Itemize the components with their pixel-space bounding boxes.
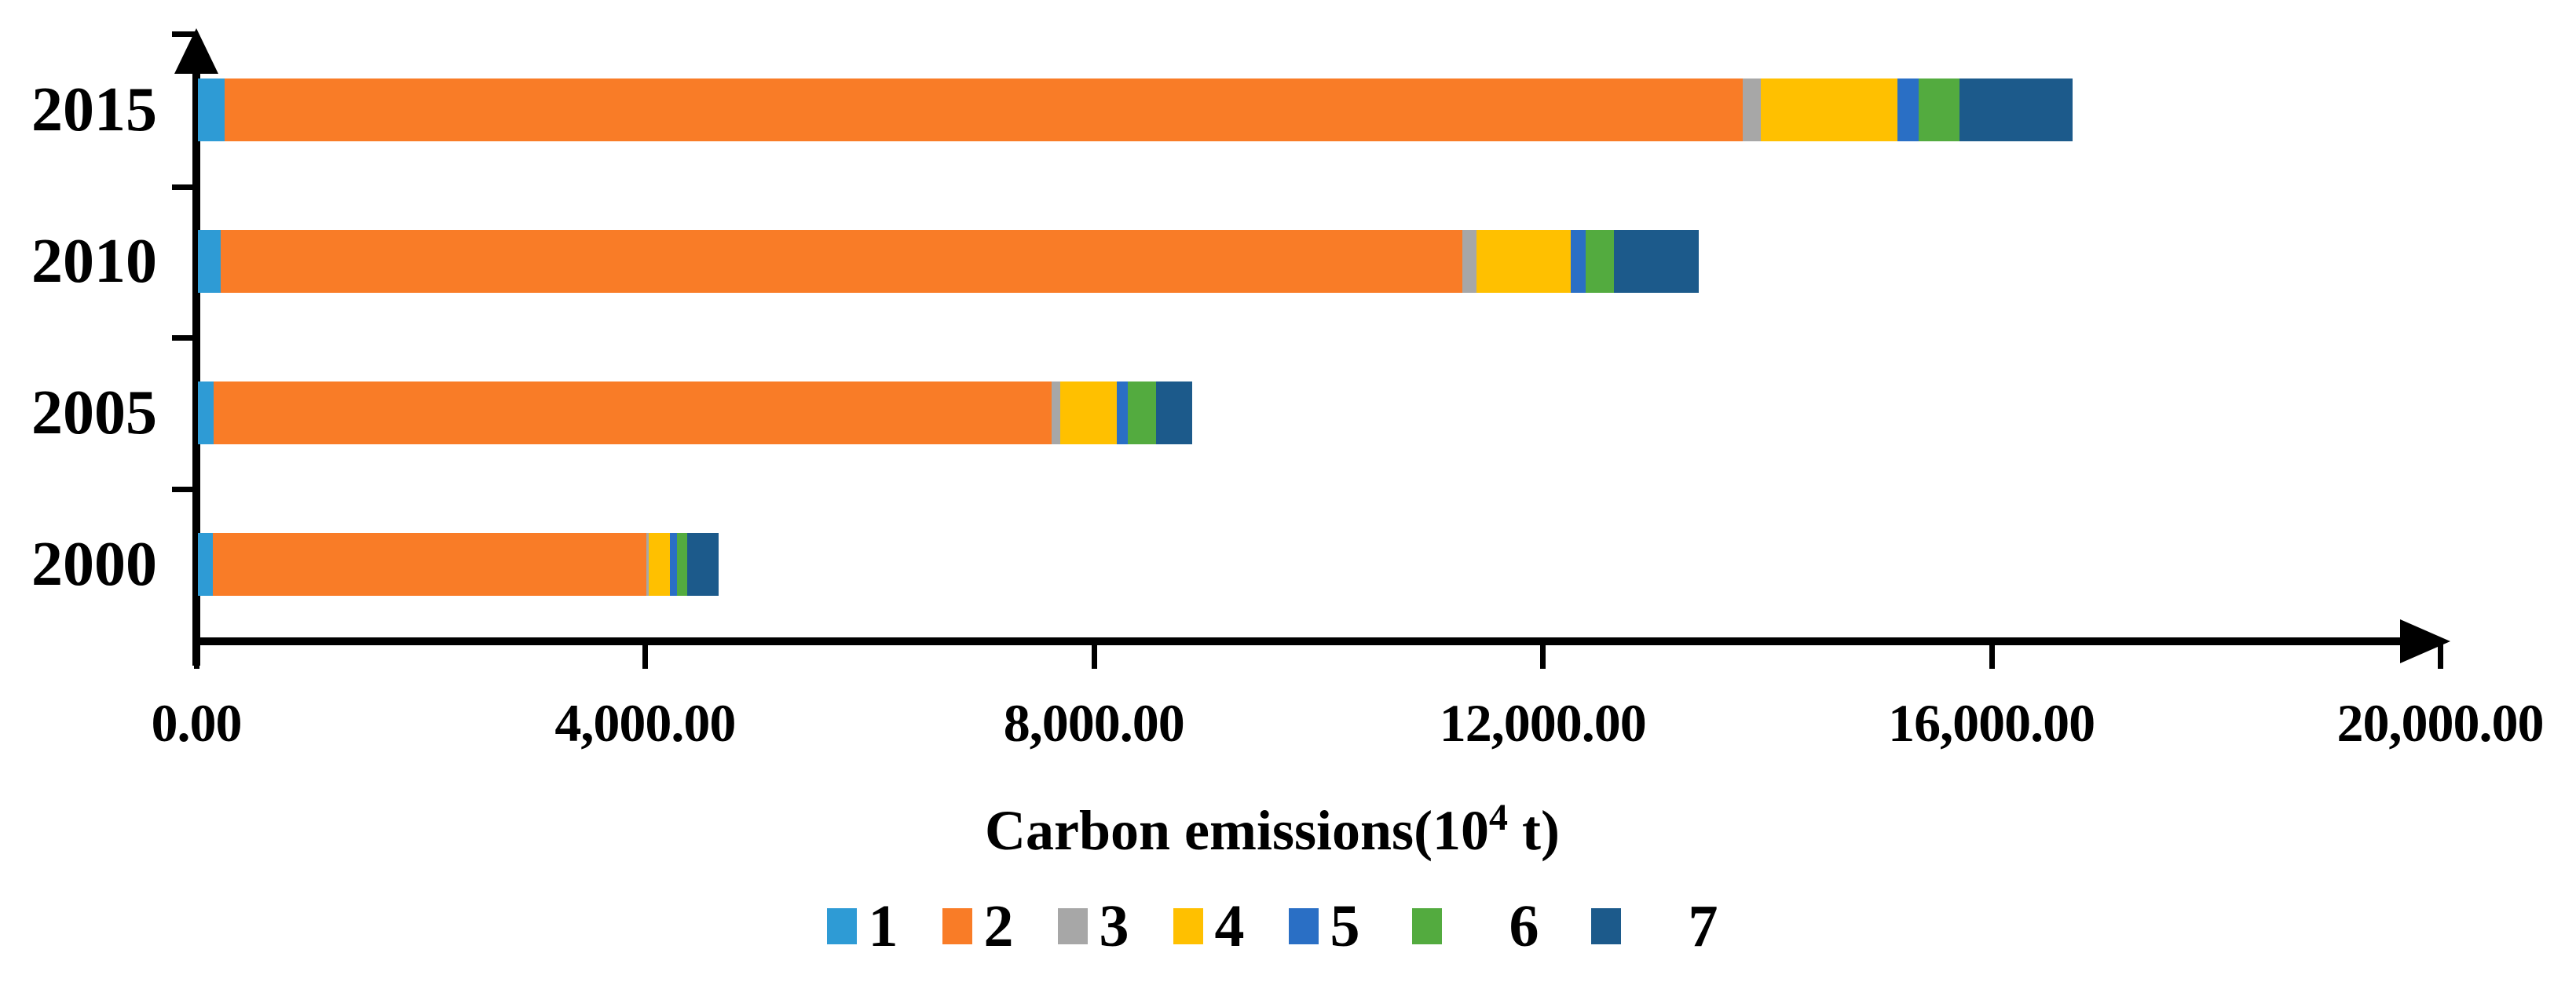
y-axis-tick: [172, 335, 196, 341]
legend-item-1: 1: [826, 893, 898, 959]
bar-segment-series-1-2005: [198, 381, 214, 444]
x-axis-tick: [642, 642, 649, 669]
bar-segment-series-7-2005: [1155, 381, 1192, 444]
legend-swatch-5: [1288, 908, 1319, 944]
bar-row-2005: [198, 381, 1192, 444]
bar-segment-series-4-2000: [649, 533, 671, 596]
y-axis-line: [192, 38, 200, 666]
x-axis-tick-label: 16,000.00: [1888, 693, 2095, 753]
x-axis-tick-label: 8,000.00: [1003, 693, 1185, 753]
bar-row-2010: [198, 230, 1700, 293]
bar-segment-series-3-2010: [1462, 230, 1477, 293]
legend-label-7: 7: [1688, 893, 1718, 959]
bar-segment-series-4-2015: [1760, 78, 1898, 141]
bar-segment-series-2-2010: [220, 230, 1462, 293]
x-axis-title-unit: t): [1508, 799, 1560, 862]
x-axis-tick-label: 12,000.00: [1439, 693, 1647, 753]
legend-label-2: 2: [983, 893, 1014, 959]
bar-segment-series-3-2005: [1052, 381, 1061, 444]
bar-segment-series-4-2010: [1476, 230, 1572, 293]
bar-segment-series-5-2010: [1571, 230, 1586, 293]
legend-label-5: 5: [1330, 893, 1360, 959]
legend-label-6: 6: [1509, 893, 1539, 959]
y-axis-label-2015: 2015: [31, 75, 157, 144]
legend-item-4: 4: [1173, 895, 1245, 958]
legend-label-3: 3: [1099, 893, 1129, 959]
legend-swatch-7: [1590, 908, 1621, 944]
legend-item-5: 5: [1288, 893, 1360, 959]
bar-segment-series-3-2015: [1743, 78, 1761, 141]
bar-row-2015: [198, 78, 2073, 141]
x-axis-title-main: Carbon emissions(10: [984, 799, 1490, 862]
bar-row-2000: [198, 533, 719, 596]
y-axis-label-2005: 2005: [31, 378, 157, 447]
legend-label-4: 4: [1214, 893, 1245, 959]
bar-segment-series-4-2005: [1060, 381, 1117, 444]
y-axis-tick: [172, 31, 196, 37]
bar-segment-series-6-2015: [1919, 78, 1959, 141]
bar-segment-series-6-2010: [1586, 230, 1614, 293]
bar-segment-series-5-2000: [670, 533, 677, 596]
bar-segment-series-7-2000: [686, 533, 719, 596]
y-axis-tick: [172, 487, 196, 492]
legend-swatch-4: [1173, 908, 1203, 944]
x-axis-tick: [1540, 642, 1546, 669]
bar-segment-series-2-2000: [212, 533, 647, 596]
legend-swatch-6: [1411, 908, 1442, 944]
bar-segment-series-7-2015: [1959, 78, 2073, 141]
legend-label-1: 1: [868, 893, 898, 959]
x-axis-tick-label: 20,000.00: [2336, 693, 2545, 753]
bar-segment-series-1-2000: [198, 533, 213, 596]
bar-segment-series-1-2015: [198, 78, 225, 141]
legend-swatch-1: [826, 908, 857, 944]
x-axis-line: [193, 637, 2402, 645]
x-axis-title: Carbon emissions(104 t): [0, 797, 2545, 863]
x-axis-tick: [2438, 642, 2443, 669]
bar-segment-series-1-2010: [198, 230, 221, 293]
bar-segment-series-6-2000: [676, 533, 687, 596]
x-axis-title-superscript: 4: [1489, 797, 1509, 838]
legend-item-3: 3: [1057, 893, 1129, 959]
legend-item-2: 2: [942, 895, 1014, 958]
x-axis-tick: [1091, 642, 1097, 669]
legend: 1 2 3 4 5 6 7: [0, 895, 2545, 958]
y-axis-label-2000: 2000: [31, 530, 157, 599]
bar-segment-series-5-2005: [1116, 381, 1129, 444]
x-axis-tick: [194, 642, 199, 669]
y-axis-tick: [172, 184, 196, 190]
x-axis-tick-label: 4,000.00: [554, 693, 736, 753]
legend-item-6: 6: [1411, 893, 1539, 959]
bar-segment-series-6-2005: [1128, 381, 1156, 444]
x-axis-tick: [1989, 642, 1995, 669]
bar-segment-series-2-2005: [213, 381, 1052, 444]
bar-segment-series-3-2000: [646, 533, 649, 596]
bar-segment-series-7-2010: [1613, 230, 1700, 293]
legend-swatch-3: [1057, 908, 1088, 944]
bar-segment-series-2-2015: [225, 78, 1744, 141]
x-axis-tick-label: 0.00: [151, 693, 243, 753]
legend-swatch-2: [942, 908, 972, 944]
y-axis-label-2010: 2010: [31, 227, 157, 296]
bar-segment-series-5-2015: [1897, 78, 1919, 141]
legend-item-7: 7: [1590, 893, 1718, 959]
